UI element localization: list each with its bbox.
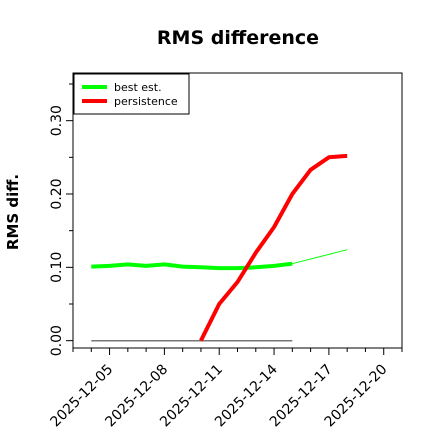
legend-label: persistence bbox=[114, 95, 178, 108]
best-estimate-extrapolation-line bbox=[292, 249, 348, 265]
best-estimate-line bbox=[91, 261, 293, 271]
legend: best est.persistence bbox=[73, 73, 190, 115]
series-layer bbox=[91, 153, 348, 342]
legend-label: best est. bbox=[114, 81, 162, 94]
y-tick-label: 0.20 bbox=[49, 178, 65, 209]
x-axis: 2025-12-052025-12-082025-12-112025-12-14… bbox=[48, 348, 403, 430]
y-tick-label: 0.30 bbox=[49, 105, 65, 136]
y-tick-label: 0.10 bbox=[49, 252, 65, 283]
y-tick-label: 0.00 bbox=[49, 325, 65, 356]
y-axis: 0.00 0.10 0.20 0.30 bbox=[49, 83, 73, 356]
chart-title: RMS difference bbox=[157, 27, 319, 49]
legend-box bbox=[73, 73, 190, 115]
y-axis-label: RMS diff. bbox=[4, 174, 22, 250]
persistence-line bbox=[199, 153, 348, 342]
